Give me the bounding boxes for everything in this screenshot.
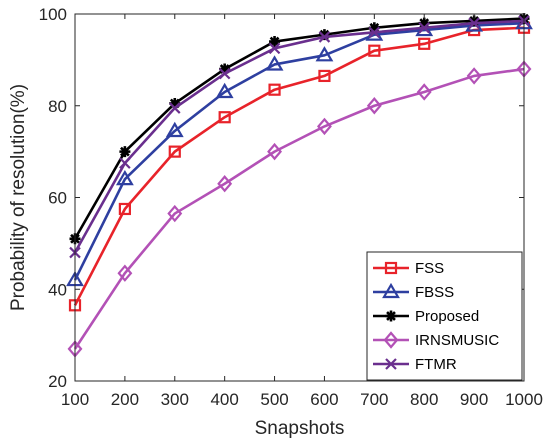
data-point: [267, 142, 283, 161]
x-tick-label: 700: [360, 390, 388, 409]
y-tick-label: 100: [39, 5, 67, 24]
data-point: [318, 29, 330, 41]
data-point: [318, 31, 331, 43]
data-point: [215, 82, 234, 99]
legend-label: FSS: [415, 260, 444, 277]
data-point: [165, 121, 184, 138]
data-point: [167, 204, 183, 223]
data-point: [418, 21, 430, 34]
data-point: [466, 67, 482, 85]
x-axis-label: Snapshots: [255, 418, 345, 439]
x-tick-label: 200: [111, 390, 139, 409]
data-point: [169, 102, 181, 114]
series-line: [73, 26, 525, 306]
data-point: [119, 157, 131, 169]
x-tick-label: 1000: [505, 390, 543, 409]
data-point: [315, 46, 334, 62]
x-tick-label: 800: [410, 390, 438, 409]
data-point: [368, 26, 381, 39]
x-tick-label: 900: [460, 390, 488, 409]
y-tick-label: 80: [48, 97, 67, 116]
data-point: [119, 146, 131, 158]
legend-marker: [384, 261, 398, 275]
y-tick-label: 20: [48, 372, 67, 391]
series-line: [73, 17, 525, 240]
data-point: [115, 169, 134, 186]
series-line: [73, 67, 525, 350]
data-point: [468, 15, 480, 27]
data-point: [218, 67, 231, 80]
data-point: [218, 111, 231, 124]
data-point: [269, 36, 281, 48]
x-tick-label: 100: [61, 390, 89, 409]
legend-label: Proposed: [415, 308, 479, 325]
legend-marker: [385, 310, 397, 322]
y-tick-label: 40: [48, 280, 67, 299]
data-point: [219, 63, 231, 75]
y-axis-label: Probability of resolution(%): [8, 84, 29, 311]
data-point: [169, 97, 181, 109]
data-point: [416, 83, 432, 101]
series-proposed: [69, 13, 530, 245]
data-point: [117, 264, 133, 282]
data-point: [418, 37, 431, 50]
series-line: [73, 21, 525, 281]
legend-item: FTMR: [373, 356, 457, 373]
legend-marker: [382, 282, 400, 299]
legend: FSS FBSS Proposed IRNSMUSIC FTMR: [366, 251, 523, 381]
legend-item: FSS: [373, 260, 444, 277]
data-point: [265, 55, 284, 71]
legend-marker: [383, 331, 399, 349]
data-point: [316, 117, 332, 136]
data-point: [368, 44, 381, 57]
series-line: [73, 19, 525, 254]
legend-item: FBSS: [373, 282, 454, 301]
data-point: [118, 202, 131, 216]
axis-ticks: 100 200 300 400 500 600 700 800 900 1000 20 40 60 80 1…: [39, 5, 543, 409]
y-tick-label: 60: [48, 189, 67, 208]
data-point: [168, 145, 181, 158]
x-tick-label: 300: [161, 390, 189, 409]
x-tick-label: 500: [260, 390, 288, 409]
x-tick-label: 400: [210, 390, 238, 409]
data-point: [268, 42, 281, 55]
data-point: [418, 17, 430, 29]
data-point: [217, 175, 233, 193]
data-point: [366, 97, 382, 115]
legend-item: Proposed: [373, 308, 479, 325]
legend-marker: [385, 358, 397, 370]
data-point: [268, 83, 281, 96]
legend-label: IRNSMUSIC: [415, 332, 499, 349]
legend-label: FBSS: [415, 284, 454, 301]
legend-label: FTMR: [415, 356, 457, 373]
data-point: [468, 17, 480, 29]
legend-item: IRNSMUSIC: [373, 331, 499, 349]
data-point: [368, 22, 380, 34]
x-tick-label: 600: [310, 390, 338, 409]
data-point: [318, 69, 331, 83]
